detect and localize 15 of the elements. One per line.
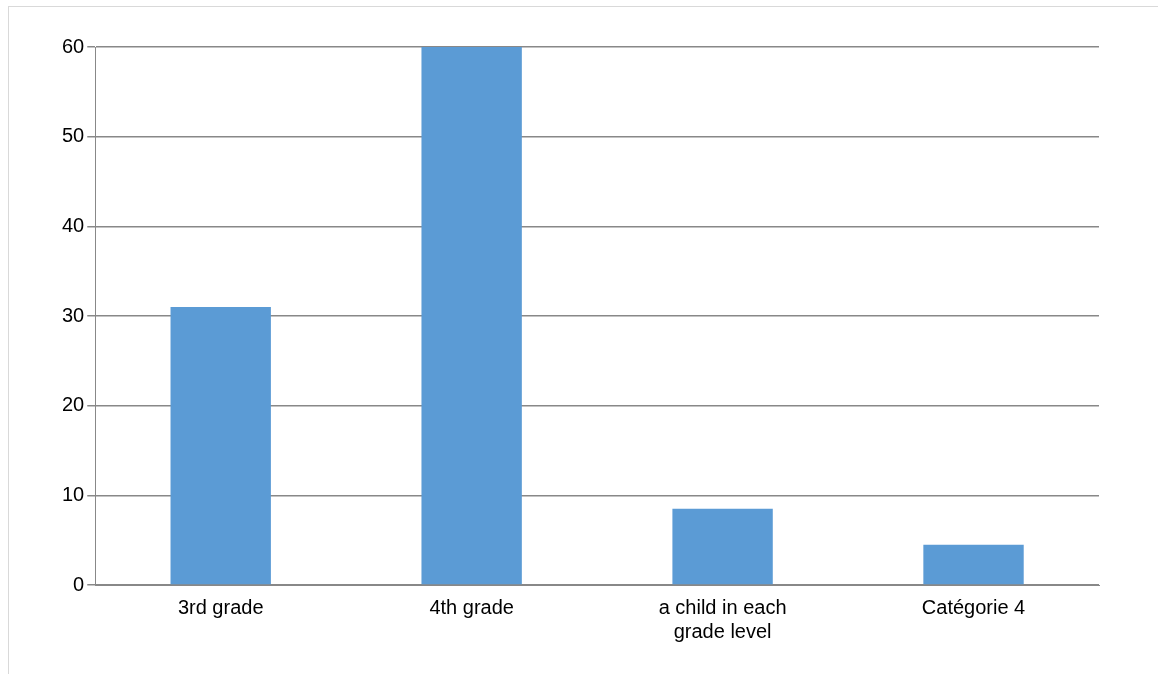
x-tick-label: Catégorie 4 xyxy=(921,595,1026,618)
bar xyxy=(421,47,522,585)
bar xyxy=(923,544,1024,585)
y-tick-label: 50 xyxy=(62,124,85,147)
x-tick-label: 3rd grade xyxy=(177,595,264,618)
y-tick-label: 40 xyxy=(62,213,85,236)
y-tick-label: 30 xyxy=(62,303,85,326)
y-tick-label: 20 xyxy=(62,393,85,416)
bar xyxy=(170,307,271,585)
bar xyxy=(672,508,773,585)
y-tick-label: 0 xyxy=(73,572,85,595)
y-tick-label: 10 xyxy=(62,482,85,505)
x-tick-label: a child in each grade level xyxy=(658,595,787,642)
y-tick-label: 60 xyxy=(62,34,85,57)
x-tick-label: 4th grade xyxy=(429,595,514,618)
